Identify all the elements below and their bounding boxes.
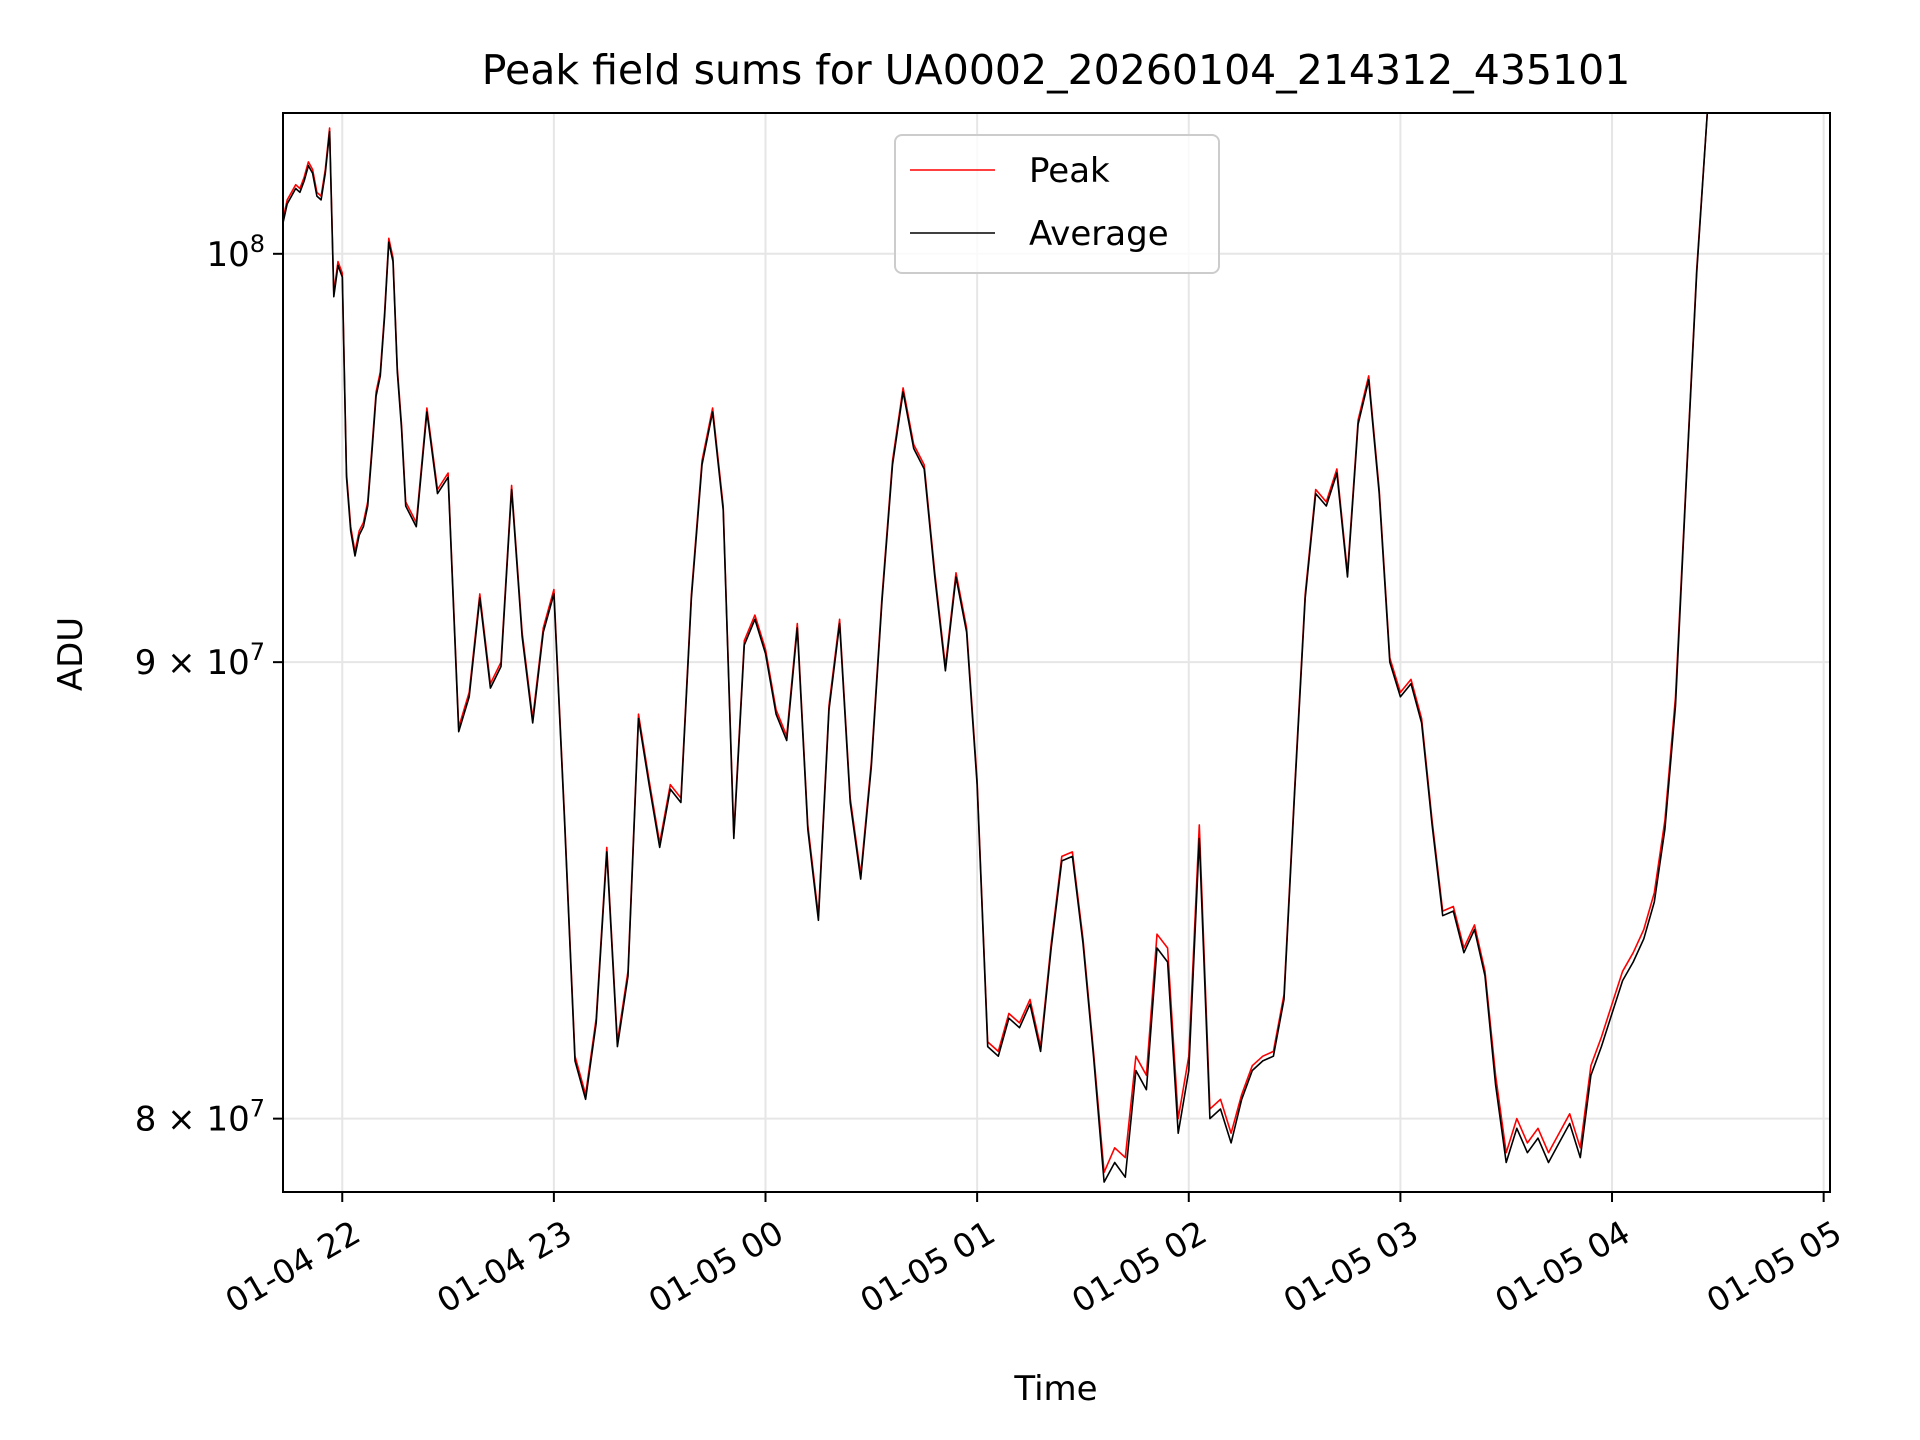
legend: Peak Average	[894, 134, 1220, 274]
chart-title: Peak field sums for UA0002_20260104_2143…	[482, 46, 1631, 94]
y-tick-label: 9 × 107	[135, 638, 265, 683]
y-axis-ticks: 8 × 107 9 × 107 108	[135, 230, 283, 1140]
series-layer	[283, 113, 1709, 1183]
y-tick-label: 108	[206, 230, 265, 275]
x-axis-label: Time	[1013, 1369, 1097, 1409]
y-tick-label: 8 × 107	[135, 1095, 265, 1140]
y-axis-label: ADU	[51, 617, 91, 691]
plot-frame	[282, 112, 1831, 1193]
series-line-average	[283, 113, 1709, 1183]
legend-average-label: Average	[1029, 214, 1169, 254]
legend-peak-label: Peak	[1029, 151, 1110, 191]
